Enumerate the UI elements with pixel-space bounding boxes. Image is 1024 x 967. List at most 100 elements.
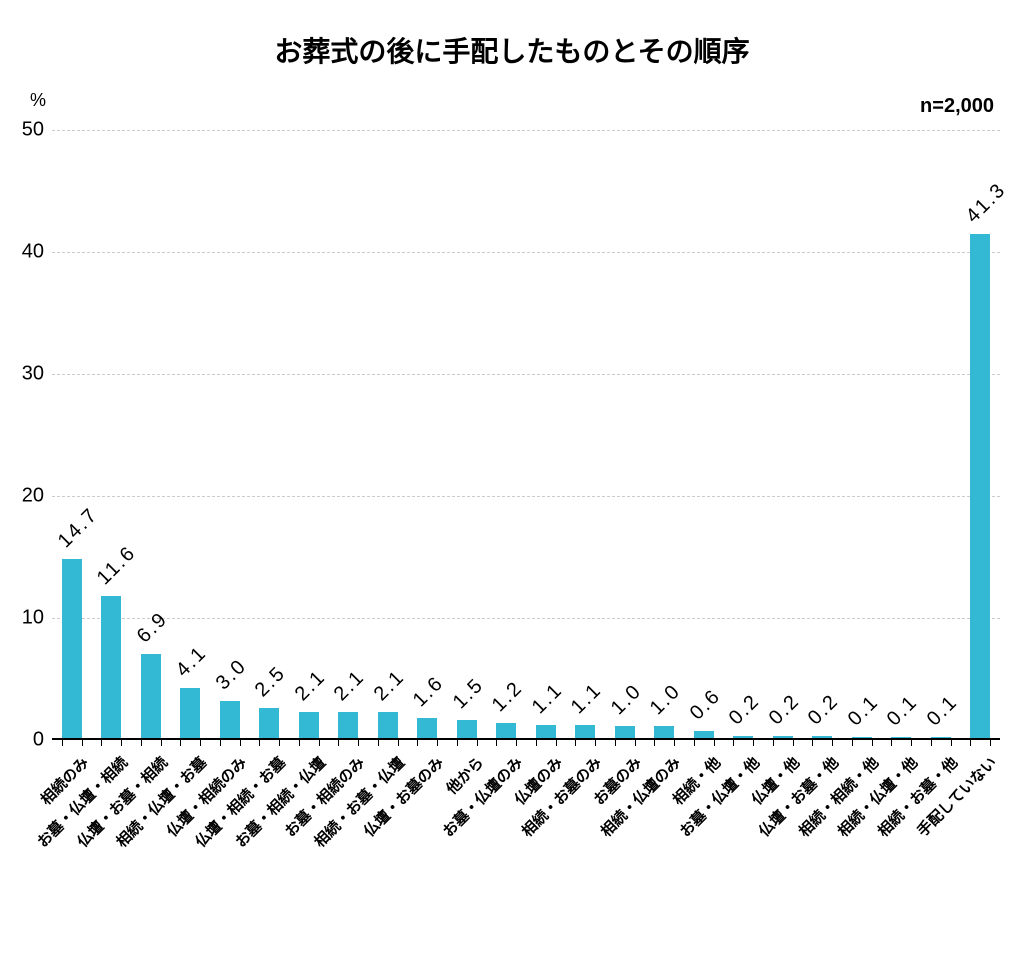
xtick-mark xyxy=(121,738,122,746)
bar xyxy=(62,559,82,738)
value-label: 3.0 xyxy=(211,655,251,695)
xtick-mark xyxy=(101,738,102,746)
value-label: 4.1 xyxy=(172,642,212,682)
value-label: 2.1 xyxy=(330,666,370,706)
value-label: 0.2 xyxy=(804,689,844,729)
bar xyxy=(575,725,595,738)
value-label: 0.1 xyxy=(922,691,962,731)
gridline xyxy=(52,618,1000,619)
plot-area: 0102030405014.7相続のみ11.6お墓・仏壇・相続6.9仏壇・お墓・… xyxy=(52,130,1000,740)
xtick-mark xyxy=(931,738,932,746)
value-label: 11.6 xyxy=(93,542,141,590)
xtick-mark xyxy=(378,738,379,746)
bar xyxy=(970,234,990,738)
bar xyxy=(180,688,200,738)
xtick-mark xyxy=(141,738,142,746)
value-label: 1.2 xyxy=(488,677,528,717)
xtick-mark xyxy=(516,738,517,746)
xtick-mark xyxy=(812,738,813,746)
xtick-mark xyxy=(793,738,794,746)
xtick-mark xyxy=(536,738,537,746)
xtick-mark xyxy=(891,738,892,746)
xtick-mark xyxy=(398,738,399,746)
bar xyxy=(299,712,319,738)
bar xyxy=(220,701,240,738)
value-label: 0.2 xyxy=(725,689,765,729)
xtick-mark xyxy=(358,738,359,746)
xtick-mark xyxy=(220,738,221,746)
ytick-label: 20 xyxy=(0,485,52,508)
ytick-label: 0 xyxy=(0,729,52,752)
bar xyxy=(496,723,516,738)
xtick-mark xyxy=(694,738,695,746)
xtick-mark xyxy=(62,738,63,746)
value-label: 1.0 xyxy=(646,680,686,720)
xtick-mark xyxy=(437,738,438,746)
xtick-mark xyxy=(82,738,83,746)
bar xyxy=(773,736,793,738)
bar xyxy=(536,725,556,738)
value-label: 1.6 xyxy=(409,672,449,712)
bar xyxy=(812,736,832,738)
chart-title: お葬式の後に手配したものとその順序 xyxy=(0,0,1024,70)
bar xyxy=(852,737,872,738)
gridline xyxy=(52,496,1000,497)
bar xyxy=(141,654,161,738)
bar xyxy=(654,726,674,738)
xtick-mark xyxy=(773,738,774,746)
xtick-mark xyxy=(970,738,971,746)
y-axis-unit: % xyxy=(30,90,46,111)
bar xyxy=(733,736,753,738)
value-label: 1.5 xyxy=(448,674,488,714)
xtick-mark xyxy=(595,738,596,746)
xtick-mark xyxy=(911,738,912,746)
value-label: 2.5 xyxy=(251,661,291,701)
xtick-mark xyxy=(635,738,636,746)
xtick-mark xyxy=(575,738,576,746)
xtick-mark xyxy=(852,738,853,746)
ytick-label: 40 xyxy=(0,241,52,264)
xtick-mark xyxy=(457,738,458,746)
xtick-mark xyxy=(259,738,260,746)
value-label: 0.1 xyxy=(883,691,923,731)
xtick-mark xyxy=(200,738,201,746)
value-label: 1.1 xyxy=(567,678,607,718)
sample-size-label: n=2,000 xyxy=(920,95,994,118)
xtick-mark xyxy=(279,738,280,746)
value-label: 0.6 xyxy=(685,685,725,725)
xtick-mark xyxy=(990,738,991,746)
value-label: 41.3 xyxy=(962,179,1011,228)
xtick-mark xyxy=(477,738,478,746)
bar xyxy=(891,737,911,738)
bar xyxy=(259,708,279,739)
xtick-mark xyxy=(161,738,162,746)
xtick-mark xyxy=(872,738,873,746)
bar xyxy=(694,731,714,738)
bar xyxy=(101,596,121,738)
xtick-mark xyxy=(556,738,557,746)
gridline xyxy=(52,252,1000,253)
xtick-mark xyxy=(299,738,300,746)
bar xyxy=(457,720,477,738)
xtick-mark xyxy=(951,738,952,746)
gridline xyxy=(52,130,1000,131)
xtick-mark xyxy=(615,738,616,746)
value-label: 2.1 xyxy=(369,666,409,706)
xtick-mark xyxy=(654,738,655,746)
xtick-mark xyxy=(496,738,497,746)
xtick-mark xyxy=(733,738,734,746)
bar xyxy=(615,726,635,738)
value-label: 1.1 xyxy=(527,678,567,718)
gridline xyxy=(52,374,1000,375)
bar xyxy=(378,712,398,738)
xtick-mark xyxy=(674,738,675,746)
xtick-mark xyxy=(319,738,320,746)
value-label: 0.1 xyxy=(843,691,883,731)
value-label: 6.9 xyxy=(132,608,172,648)
value-label: 2.1 xyxy=(290,666,330,706)
xtick-mark xyxy=(240,738,241,746)
xtick-mark xyxy=(753,738,754,746)
ytick-label: 30 xyxy=(0,363,52,386)
value-label: 1.0 xyxy=(606,680,646,720)
xtick-mark xyxy=(417,738,418,746)
